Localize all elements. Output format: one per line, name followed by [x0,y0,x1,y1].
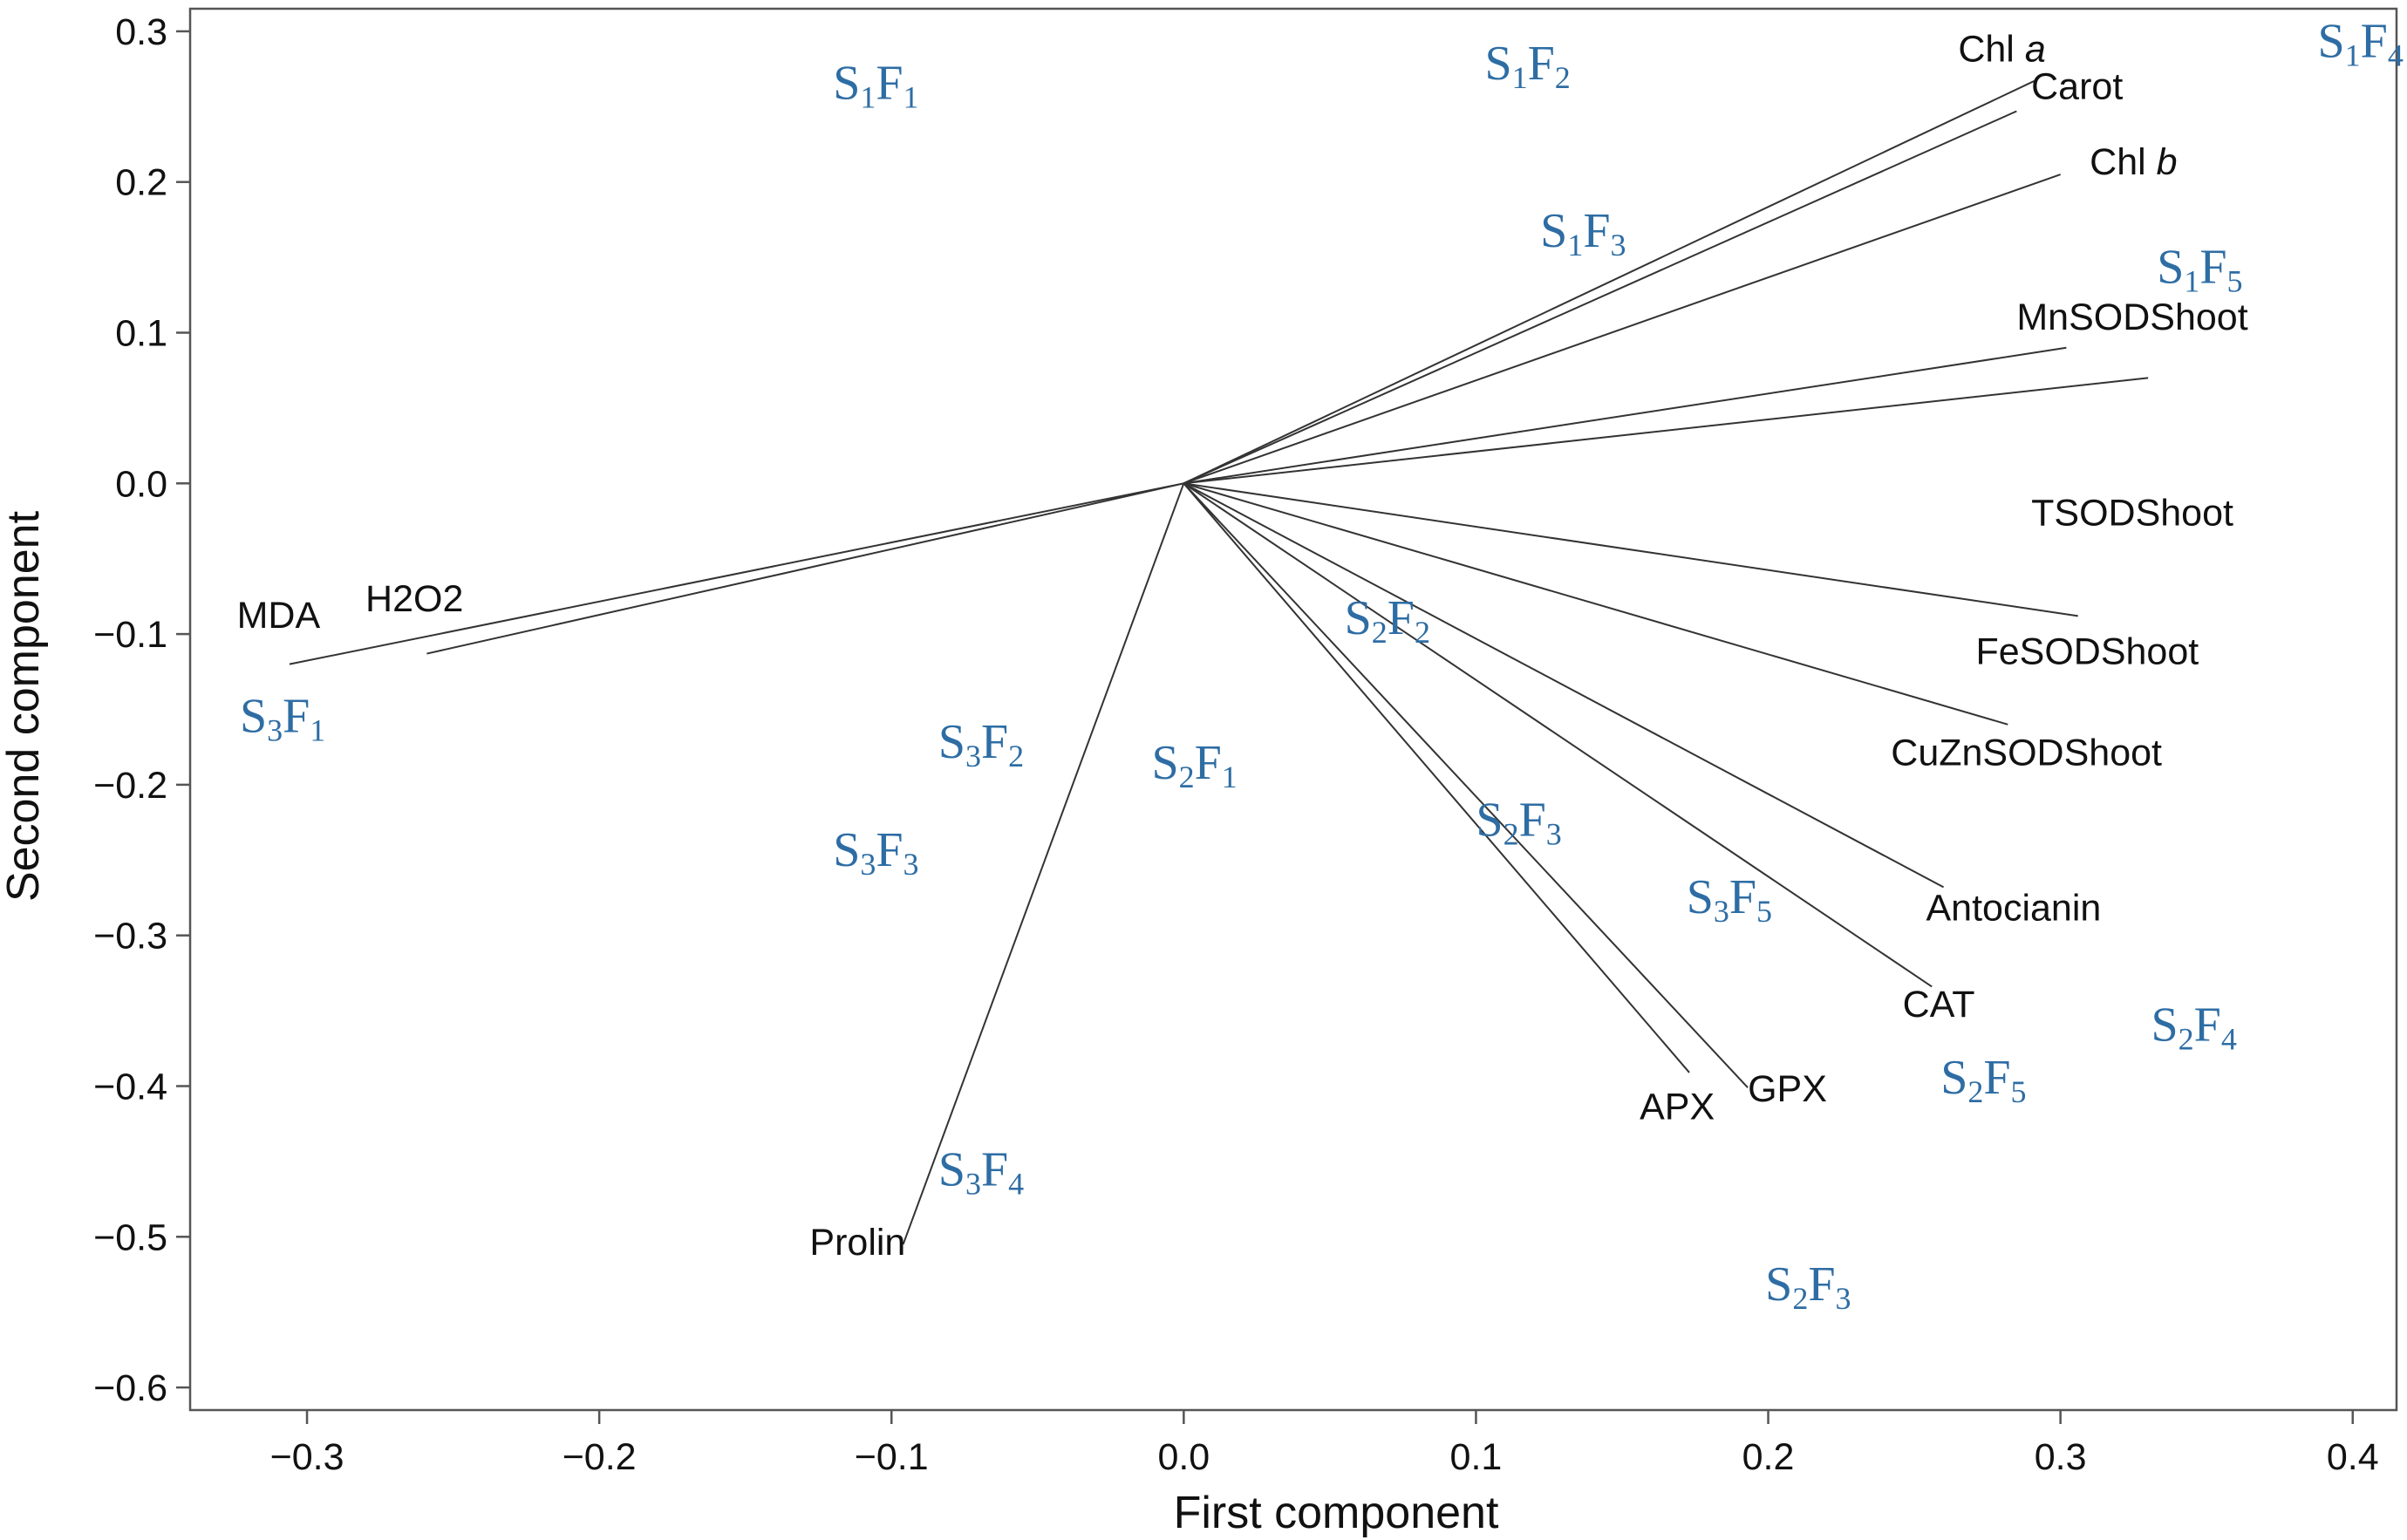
loading-label-carot: Carot [2031,66,2123,108]
loading-line-cuznsodshoot [1183,482,2008,726]
loading-line-antocianin [1183,482,1945,889]
loading-line-carot [1183,110,2017,485]
loading-label-mnsodshoot: MnSODShoot [2016,296,2247,338]
loading-label-mda: MDA [237,595,321,637]
loading-vectors [289,80,2149,1245]
loading-label-cuznsodshoot: CuZnSODShoot [1891,732,2162,773]
y-axis: 0.3 0.2 0.1 0.0 −0.1 −0.2 −0.3 −0.4 −0.5 −0.6 [93,11,190,1409]
observation-label-s2f3: S2F3 [1765,1257,1851,1316]
x-axis: −0.3 −0.2 −0.1 0.0 0.1 0.2 0.3 0.4 [270,1410,2379,1478]
observation-label-s1f2: S1F2 [1484,37,1570,95]
x-tick-label: 0.1 [1450,1436,1503,1478]
observation-label-s3f1: S3F1 [240,689,325,747]
observation-label-s2f3: S2F3 [1476,794,1561,852]
y-axis-title: Second component [0,510,49,902]
observation-labels: S1F1 S1F2 S1F3 S1F4 S1F5 S2F1 S2F2 S2F3 S2F3 S2F4… [240,14,2404,1316]
loading-line-fesodshoot [1183,482,2078,617]
loading-label-gpx: GPX [1748,1068,1827,1110]
plot-frame [188,7,2398,1412]
loading-label-fesodshoot: FeSODShoot [1975,631,2199,673]
loading-label-tsodshoot: TSODShoot [2031,493,2233,535]
plot-border [188,7,2398,1412]
loading-line-prolin [902,482,1185,1245]
x-tick-label: −0.1 [855,1436,929,1478]
loading-line-apx [1183,482,1690,1073]
loading-label-antocianin: Antocianin [1926,887,2101,929]
x-tick-label: −0.2 [563,1436,637,1478]
observation-label-s3f2: S3F2 [938,715,1024,773]
loading-line-mnsodshoot [1183,346,2067,485]
observation-label-s3f5: S3F5 [1687,870,1772,929]
loading-label-chl-b: Chl b [2090,141,2177,183]
loading-line-gpx [1183,482,1749,1088]
y-tick-label: −0.4 [93,1066,167,1107]
loading-label-apx: APX [1640,1087,1715,1128]
x-tick-label: 0.0 [1157,1436,1210,1478]
observation-label-s3f3: S3F3 [833,823,918,882]
x-tick-label: 0.4 [2327,1436,2379,1478]
y-tick-label: −0.1 [93,614,167,656]
loading-label-prolin: Prolin [809,1222,905,1264]
x-tick-label: 0.3 [2035,1436,2087,1478]
observation-label-s2f2: S2F2 [1345,591,1430,650]
observation-label-s1f5: S1F5 [2157,240,2242,298]
observation-label-s2f5: S2F5 [1940,1051,2026,1109]
y-tick-label: 0.1 [115,313,167,355]
observation-label-s1f4: S1F4 [2318,14,2404,72]
observation-label-s2f1: S2F1 [1151,736,1237,794]
observation-label-s1f3: S1F3 [1540,204,1626,262]
loading-line-cat [1183,482,1933,988]
observation-label-s3f4: S3F4 [938,1143,1024,1202]
y-tick-label: −0.5 [93,1216,167,1258]
x-tick-label: 0.2 [1742,1436,1795,1478]
loading-label-cat: CAT [1903,984,1975,1026]
y-tick-label: −0.2 [93,765,167,807]
observation-label-s1f1: S1F1 [833,57,918,115]
loading-label-h2o2: H2O2 [365,578,463,620]
loading-line-mda [289,482,1184,665]
loading-line-chl-a [1183,80,2035,485]
loading-line-h2o2 [426,482,1184,655]
y-tick-label: 0.3 [115,11,167,53]
loading-label-chl-a: Chl a [1958,28,2045,70]
y-tick-label: −0.6 [93,1367,167,1409]
x-axis-title: First component [1174,1488,1499,1538]
loading-line-tsodshoot [1183,377,2149,485]
x-tick-label: −0.3 [270,1436,344,1478]
y-tick-label: 0.2 [115,162,167,204]
y-tick-label: −0.3 [93,916,167,957]
loading-line-chl-b [1183,174,2061,485]
y-tick-label: 0.0 [115,463,167,505]
observation-label-s2f4: S2F4 [2151,998,2237,1057]
